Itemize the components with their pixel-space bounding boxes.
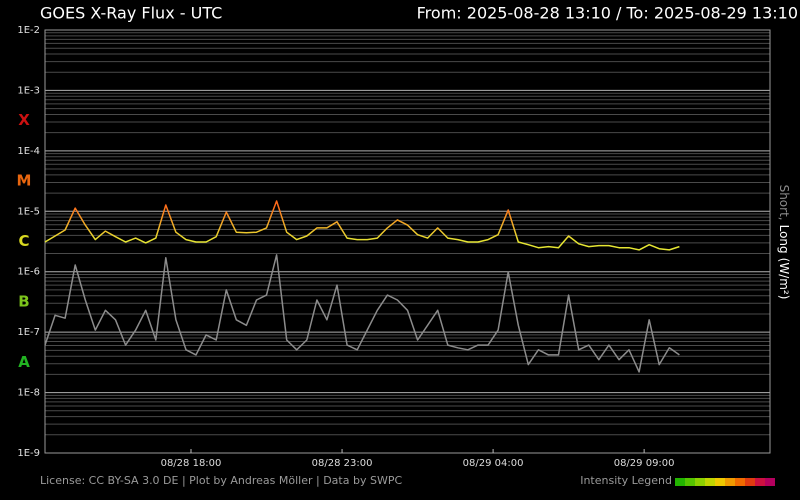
class-label: B — [18, 292, 29, 310]
y-tick-label: 1E-2 — [17, 25, 40, 36]
intensity-swatch — [705, 478, 715, 486]
class-label: C — [18, 232, 29, 250]
intensity-swatch — [675, 478, 685, 486]
intensity-swatch — [735, 478, 745, 486]
y-tick-label: 1E-7 — [17, 327, 40, 338]
label-unit: (W/m²) — [778, 258, 792, 300]
y-tick-label: 1E-5 — [17, 206, 40, 217]
intensity-swatch — [725, 478, 735, 486]
y-tick-label: 1E-9 — [17, 448, 40, 459]
series-line — [44, 254, 680, 373]
legend-long: Long — [778, 225, 792, 254]
intensity-swatch — [765, 478, 775, 486]
y-tick-label: 1E-8 — [17, 388, 40, 399]
x-tick-label: 08/28 18:00 — [161, 458, 222, 469]
y-axis-label: Short, Long (W/m²) — [778, 185, 792, 300]
class-label: M — [17, 172, 32, 190]
time-range: From: 2025-08-28 13:10 / To: 2025-08-29 … — [417, 4, 798, 23]
intensity-swatch — [685, 478, 695, 486]
x-tick-label: 08/29 04:00 — [463, 458, 524, 469]
chart-title: GOES X-Ray Flux - UTC — [40, 4, 222, 23]
intensity-swatch — [695, 478, 705, 486]
y-tick-label: 1E-3 — [17, 85, 40, 96]
intensity-swatch — [755, 478, 765, 486]
y-tick-label: 1E-6 — [17, 267, 40, 278]
intensity-swatch — [715, 478, 725, 486]
intensity-swatch — [745, 478, 755, 486]
intensity-legend-label: Intensity Legend — [580, 474, 672, 487]
x-tick-label: 08/29 09:00 — [614, 458, 675, 469]
legend-short: Short — [778, 185, 792, 217]
label-separator: , — [778, 217, 792, 221]
series-line — [44, 200, 680, 251]
class-label: A — [18, 353, 30, 371]
footer: License: CC BY-SA 3.0 DE | Plot by Andre… — [40, 474, 402, 487]
y-tick-label: 1E-4 — [17, 146, 40, 157]
class-label: X — [18, 111, 30, 129]
x-tick-label: 08/28 23:00 — [312, 458, 373, 469]
